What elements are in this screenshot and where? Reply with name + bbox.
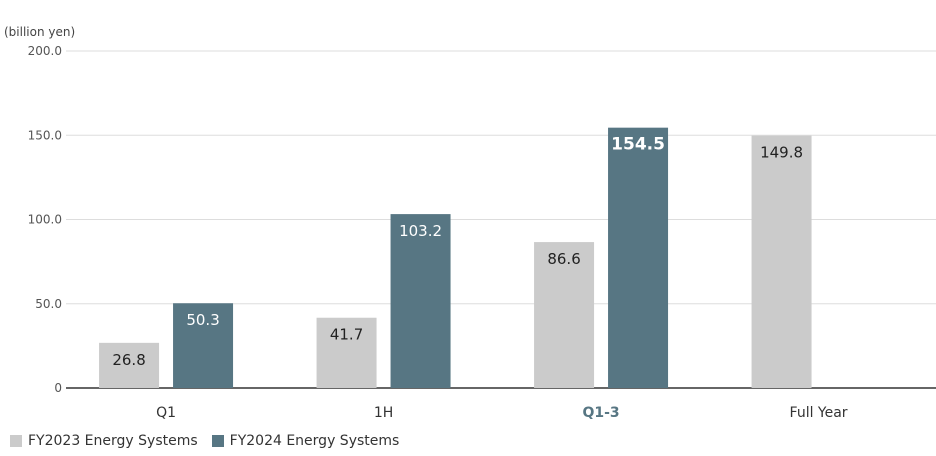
x-tick-label: Q1-3 <box>582 405 619 421</box>
y-axis-unit-label: (billion yen) <box>4 25 76 39</box>
legend-item-fy2023: FY2023 Energy Systems <box>10 433 198 449</box>
data-label: 154.5 <box>611 135 665 155</box>
bar <box>534 242 595 388</box>
data-label: 86.6 <box>547 250 580 268</box>
bar <box>390 214 451 388</box>
y-tick-label: 50.0 <box>35 297 62 311</box>
y-tick-label: 100.0 <box>28 213 62 227</box>
legend-swatch-fy2024 <box>211 435 224 447</box>
x-tick-label: 1H <box>374 405 393 421</box>
y-tick-label: 200.0 <box>28 44 62 58</box>
data-label: 26.8 <box>112 351 145 369</box>
bar <box>99 342 160 388</box>
data-label: 149.8 <box>760 144 803 162</box>
y-tick-label: 150.0 <box>28 128 62 142</box>
y-tick-label: 0 <box>54 381 62 395</box>
legend-item-fy2024: FY2024 Energy Systems <box>211 433 400 449</box>
legend: FY2023 Energy Systems FY2024 Energy Syst… <box>10 433 399 449</box>
x-tick-label: Full Year <box>790 405 848 421</box>
bar <box>173 303 234 388</box>
legend-label-fy2023: FY2023 Energy Systems <box>28 433 198 449</box>
data-label: 41.7 <box>330 326 363 344</box>
legend-label-fy2024: FY2024 Energy Systems <box>229 433 400 449</box>
x-tick-label: Q1 <box>156 405 176 421</box>
bar <box>316 317 377 388</box>
data-label: 50.3 <box>186 311 219 329</box>
data-label: 103.2 <box>399 222 442 240</box>
bar <box>751 135 812 388</box>
bar <box>608 127 669 388</box>
legend-swatch-fy2023 <box>10 435 22 447</box>
